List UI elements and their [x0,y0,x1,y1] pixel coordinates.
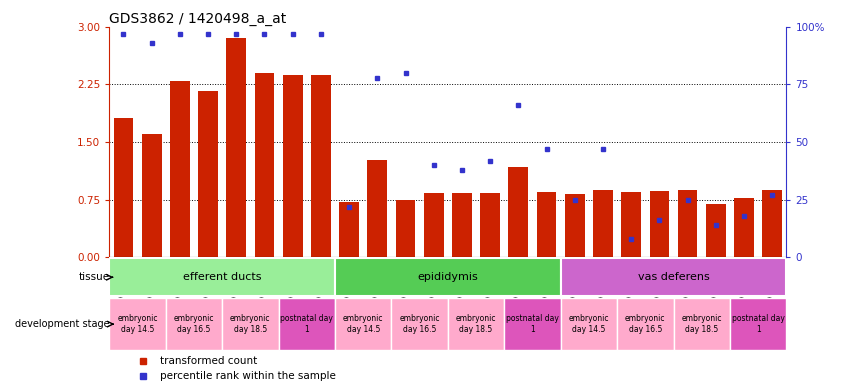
Bar [395,200,415,257]
Bar [480,193,500,257]
Bar [198,91,218,257]
Text: tissue: tissue [78,272,109,282]
Bar [391,298,447,351]
Text: epididymis: epididymis [417,272,479,282]
Text: postnatal day
1: postnatal day 1 [506,314,559,334]
Text: embryonic
day 18.5: embryonic day 18.5 [456,314,496,334]
Text: development stage: development stage [15,319,109,329]
Bar [452,193,472,257]
Text: embryonic
day 16.5: embryonic day 16.5 [625,314,665,334]
Text: embryonic
day 14.5: embryonic day 14.5 [343,314,383,334]
Text: embryonic
day 18.5: embryonic day 18.5 [681,314,722,334]
Bar [565,194,584,257]
Text: percentile rank within the sample: percentile rank within the sample [160,371,336,381]
Bar [109,298,166,351]
Bar [226,38,246,257]
Bar [278,298,335,351]
Text: postnatal day
1: postnatal day 1 [732,314,785,334]
Bar [166,298,222,351]
Text: vas deferens: vas deferens [637,272,709,282]
Text: embryonic
day 14.5: embryonic day 14.5 [117,314,158,334]
Bar [730,298,786,351]
Bar [339,202,359,257]
Bar [561,258,786,296]
Bar [109,258,335,296]
Bar [734,198,754,257]
Bar [561,298,617,351]
Bar [311,75,331,257]
Bar [621,192,641,257]
Bar [447,298,505,351]
Bar [283,75,303,257]
Bar [335,258,561,296]
Bar [222,298,278,351]
Bar [142,134,161,257]
Bar [424,193,443,257]
Bar [368,160,387,257]
Text: GDS3862 / 1420498_a_at: GDS3862 / 1420498_a_at [109,12,287,26]
Bar [255,73,274,257]
Text: embryonic
day 14.5: embryonic day 14.5 [569,314,609,334]
Bar [762,190,782,257]
Bar [649,191,669,257]
Bar [678,190,697,257]
Bar [170,81,190,257]
Bar [505,298,561,351]
Bar [114,118,134,257]
Bar [509,167,528,257]
Bar [674,298,730,351]
Text: postnatal day
1: postnatal day 1 [280,314,333,334]
Bar [617,298,674,351]
Text: embryonic
day 16.5: embryonic day 16.5 [399,314,440,334]
Bar [335,298,391,351]
Text: transformed count: transformed count [160,356,257,366]
Text: efferent ducts: efferent ducts [182,272,262,282]
Text: embryonic
day 16.5: embryonic day 16.5 [174,314,214,334]
Bar [706,204,726,257]
Text: embryonic
day 18.5: embryonic day 18.5 [230,314,271,334]
Bar [593,190,613,257]
Bar [537,192,557,257]
